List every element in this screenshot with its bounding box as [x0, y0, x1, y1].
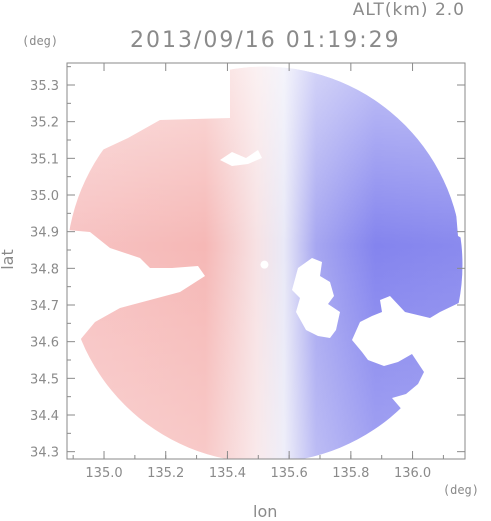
y-tick-label: 35.1 — [30, 152, 59, 167]
axes: 135.0 135.2 135.4 135.6 135.8 136.0 34.3 34.4 34… — [30, 62, 466, 481]
no-echo-region — [455, 196, 465, 240]
plot-frame — [66, 62, 466, 460]
x-tick-label: 135.4 — [209, 466, 246, 481]
y-tick-label: 35.2 — [30, 116, 59, 131]
no-echo-region — [352, 296, 465, 420]
x-tick-label: 135.6 — [271, 466, 308, 481]
no-echo-region — [292, 258, 340, 338]
y-tick-label: 34.4 — [30, 409, 59, 424]
radar-echo-layer — [67, 63, 465, 459]
no-echo-region — [220, 150, 262, 166]
y-tick-label: 35.0 — [30, 189, 59, 204]
y-tick-label: 34.8 — [30, 262, 59, 277]
y-tick-label: 34.5 — [30, 372, 59, 387]
x-tick-label: 135.0 — [85, 466, 122, 481]
x-tick-label: 135.8 — [332, 466, 369, 481]
radar-site-marker — [260, 260, 269, 269]
y-tick-label: 34.3 — [30, 446, 59, 461]
x-axis-title: lon — [253, 502, 278, 521]
no-echo-region — [67, 63, 230, 175]
no-echo-region — [67, 230, 205, 345]
y-tick-label: 34.9 — [30, 226, 59, 241]
x-tick-label: 136.0 — [394, 466, 431, 481]
x-axis-unit: (deg) — [442, 483, 479, 497]
chart-title-timestamp: 2013/09/16 01:19:29 — [130, 28, 401, 53]
y-axis-unit: (deg) — [22, 34, 59, 48]
y-tick-label: 35.3 — [30, 79, 59, 94]
y-tick-label: 34.6 — [30, 336, 59, 351]
y-tick-label: 34.7 — [30, 299, 59, 314]
altitude-label: ALT(km) 2.0 — [352, 0, 465, 20]
x-tick-label: 135.2 — [147, 466, 184, 481]
